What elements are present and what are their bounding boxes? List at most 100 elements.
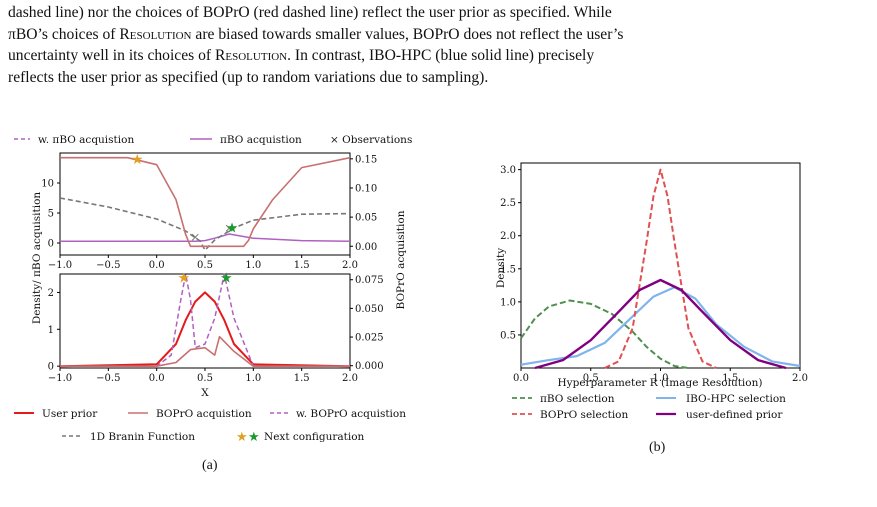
top-panel-series: ××★★ — [59, 152, 351, 251]
paragraph-line-4: reflects the user prior as specified (up… — [8, 68, 489, 86]
observation-marker: × — [224, 221, 234, 235]
paragraph-line-1: dashed line) nor the choices of BOPrO (r… — [8, 4, 612, 21]
y-right-tick-label: 0.10 — [355, 183, 377, 194]
x-tick-label: 1.0 — [245, 260, 261, 271]
legend-user-defined-prior: user-defined prior — [686, 409, 783, 421]
figure-b-series — [520, 168, 801, 370]
bottom-panel-series: ★ ★ — [59, 271, 351, 368]
caption-a: (a) — [202, 458, 218, 473]
x-tick-label: −0.5 — [96, 373, 120, 384]
series-line-ibo-hpc-selection — [520, 286, 801, 368]
x-tick-label: 0.5 — [197, 260, 213, 271]
series-line-user-defined-prior — [534, 278, 787, 370]
legend-w-pibo: w. πBO acquistion — [38, 134, 134, 146]
series-line-bopro-acquistion — [60, 156, 351, 248]
bottom-y-right-tick-labels: 0.000 0.025 0.050 0.075 — [350, 275, 384, 372]
y-tick-label: 0.5 — [500, 330, 516, 341]
figure-a-top-legend: w. πBO acquistion πBO acquistion × Obser… — [14, 134, 412, 146]
x-tick-label: 1.0 — [245, 373, 261, 384]
y-right-tick-label: 0.15 — [355, 154, 377, 165]
x-tick-label: 0.5 — [197, 373, 213, 384]
x-tick-label: 1.0 — [653, 373, 669, 384]
x-tick-label: −0.5 — [96, 260, 120, 271]
y-right-tick-label: 0.00 — [355, 242, 377, 253]
figure-a: w. πBO acquistion πBO acquistion × Obser… — [14, 134, 412, 445]
paragraph-line-2: πBO’s choices of Resolution are biased t… — [8, 25, 624, 43]
next-config-green-star-icon: ★ — [226, 220, 239, 236]
figure-b-y-tick-labels: 0.5 1.0 1.5 2.0 2.5 3.0 — [500, 165, 521, 341]
x-tick-label: 2.0 — [792, 373, 808, 384]
bottom-x-tick-labels: −1.0 −0.5 0.0 0.5 1.0 1.5 2.0 — [48, 368, 358, 384]
y-tick-label: 2.5 — [500, 198, 516, 209]
top-y-left-tick-labels: 0 5 10 — [41, 179, 60, 250]
y-right-tick-label: 0.025 — [355, 333, 384, 344]
figure-b-x-label: Hyperparameter R (Image Resolution) — [558, 377, 763, 389]
series-line-user-prior — [59, 291, 351, 368]
x-tick-label: 2.0 — [342, 373, 358, 384]
series-line-bopro-selection — [604, 168, 717, 369]
top-panel-frame — [59, 152, 351, 256]
paragraph-line-3: uncertainty well in its choices of Resol… — [8, 47, 595, 64]
y-left-tick-label: 5 — [48, 209, 54, 220]
figure-b-legend: πBO selection IBO-HPC selection BOPrO se… — [512, 393, 786, 421]
y-tick-label: 3.0 — [500, 165, 516, 176]
x-tick-label: −1.0 — [48, 260, 72, 271]
y-right-tick-label: 0.050 — [355, 304, 384, 315]
series-line-w-bopro-acquistion — [60, 273, 350, 367]
legend-bopro: BOPrO acquistion — [156, 408, 252, 420]
x-tick-label: 2.0 — [342, 260, 358, 271]
x-tick-label: 1.5 — [294, 260, 310, 271]
next-config-gold-star-icon: ★ — [131, 152, 144, 168]
x-tick-label: 0.0 — [149, 373, 165, 384]
x-tick-label: −1.0 — [48, 373, 72, 384]
next-config-gold-star-icon: ★ — [177, 271, 190, 287]
legend-observations: × Observations — [330, 134, 412, 146]
series-line-bo-selection — [520, 299, 689, 369]
legend-branin: 1D Branin Function — [90, 431, 195, 443]
y-tick-label: 2.0 — [500, 231, 516, 242]
legend-pibo-selection: πBO selection — [540, 393, 615, 405]
y-left-tick-label: 10 — [41, 179, 54, 190]
y-right-tick-label: 0.075 — [355, 275, 384, 286]
figure-a-y-left-label: Density/ πBO acquisition — [31, 192, 43, 325]
top-y-right-tick-labels: 0.00 0.05 0.10 0.15 — [350, 154, 377, 253]
figure-a-x-label: X — [201, 387, 209, 399]
series-line-1d-branin-function — [59, 197, 351, 251]
figure-b: 0.0 0.5 1.0 1.5 2.0 0.5 1.0 1.5 2.0 2.5 3.0 Densi… — [495, 162, 808, 421]
x-tick-label: 0.0 — [513, 373, 529, 384]
legend-w-bopro: w. BOPrO acquistion — [296, 408, 406, 420]
observation-marker: × — [190, 230, 200, 244]
legend-gold-star-icon: ★ — [236, 430, 248, 445]
legend-bopro-selection: BOPrO selection — [540, 409, 629, 421]
figure-a-bottom-legend: User prior BOPrO acquistion w. BOPrO acq… — [14, 408, 406, 445]
series-line-bo-acquistion — [60, 233, 351, 242]
next-config-green-star-icon: ★ — [220, 271, 233, 287]
figure-a-y-right-label: BOPrO acquisition — [395, 210, 407, 309]
series-line-bopro-acquistion — [60, 335, 350, 368]
y-left-tick-label: 1 — [48, 325, 54, 336]
figure-b-y-label: Density — [495, 248, 507, 288]
legend-green-star-icon: ★ — [248, 430, 260, 445]
y-left-tick-label: 0 — [48, 362, 54, 373]
x-tick-label: 1.5 — [294, 373, 310, 384]
y-right-tick-label: 0.05 — [355, 213, 377, 224]
y-left-tick-label: 2 — [48, 288, 54, 299]
legend-ibo-hpc: IBO-HPC selection — [686, 393, 786, 405]
y-tick-label: 1.5 — [500, 264, 516, 275]
figure-b-frame — [520, 162, 801, 369]
body-paragraph: dashed line) nor the choices of BOPrO (r… — [8, 2, 870, 88]
legend-next-config: Next configuration — [264, 431, 365, 443]
top-x-tick-labels: −1.0 −0.5 0.0 0.5 1.0 1.5 2.0 — [48, 255, 358, 271]
y-left-tick-label: 0 — [48, 239, 54, 250]
caption-b: (b) — [649, 440, 666, 455]
y-right-tick-label: 0.000 — [355, 361, 384, 372]
x-tick-label: 1.5 — [722, 373, 738, 384]
legend-user-prior: User prior — [42, 408, 98, 420]
x-tick-label: 0.0 — [149, 260, 165, 271]
x-tick-label: 0.5 — [583, 373, 599, 384]
legend-pibo: πBO acquistion — [220, 134, 302, 146]
figure-b-x-tick-labels: 0.0 0.5 1.0 1.5 2.0 — [513, 368, 808, 384]
bottom-y-left-tick-labels: 0 1 2 — [48, 288, 60, 373]
bottom-panel-frame — [59, 273, 351, 369]
